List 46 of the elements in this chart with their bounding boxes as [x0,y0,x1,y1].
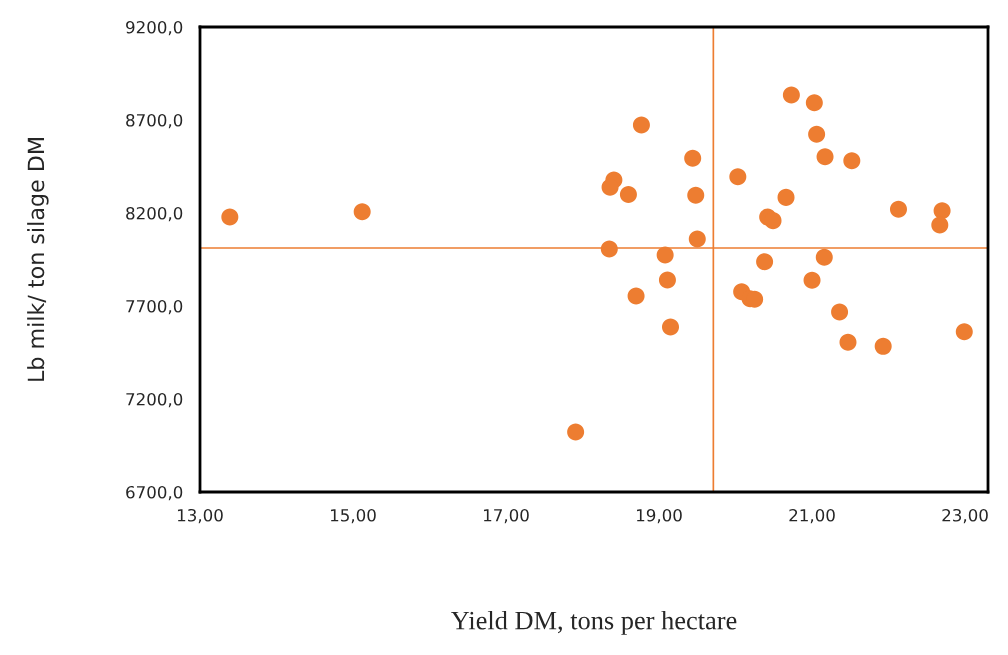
point [567,423,585,441]
point [955,323,973,341]
point [831,303,849,321]
point [688,230,706,248]
x-axis-title: Yield DM, tons per hectare [451,610,737,635]
x-tick-label: 15,00 [330,508,376,524]
point [931,216,949,234]
x-tick-label: 21,00 [789,508,835,524]
x-tick-label: 17,00 [483,508,529,524]
point [889,200,907,218]
y-tick-label: 8200,0 [126,206,183,222]
point [600,240,618,258]
point [656,246,674,264]
point [777,188,795,206]
x-tick-label: 23,00 [942,508,988,524]
point [658,271,676,289]
point [874,337,892,355]
point [627,287,645,305]
point [729,168,747,186]
point [782,86,800,104]
y-tick-label: 7700,0 [126,299,183,315]
point [632,116,650,134]
x-tick-label: 13,00 [177,508,223,524]
point [662,318,680,336]
point [803,271,821,289]
point [756,253,774,271]
point [601,178,619,196]
y-tick-label: 9200,0 [126,20,183,36]
y-axis-title: Lb milk/ ton silage DM [27,138,49,381]
point [684,149,702,167]
point [805,94,823,112]
point [815,248,833,266]
point [221,208,239,226]
point [843,152,861,170]
point [353,203,371,221]
point [619,185,637,203]
point [687,186,705,204]
x-tick-label: 19,00 [637,508,682,524]
point [764,212,782,230]
point [816,148,834,166]
y-tick-label: 6700,0 [126,485,183,501]
point [808,125,826,143]
y-tick-label: 8700,0 [126,113,183,129]
y-tick-label: 7200,0 [126,392,183,408]
point [933,202,951,220]
point [839,333,857,351]
